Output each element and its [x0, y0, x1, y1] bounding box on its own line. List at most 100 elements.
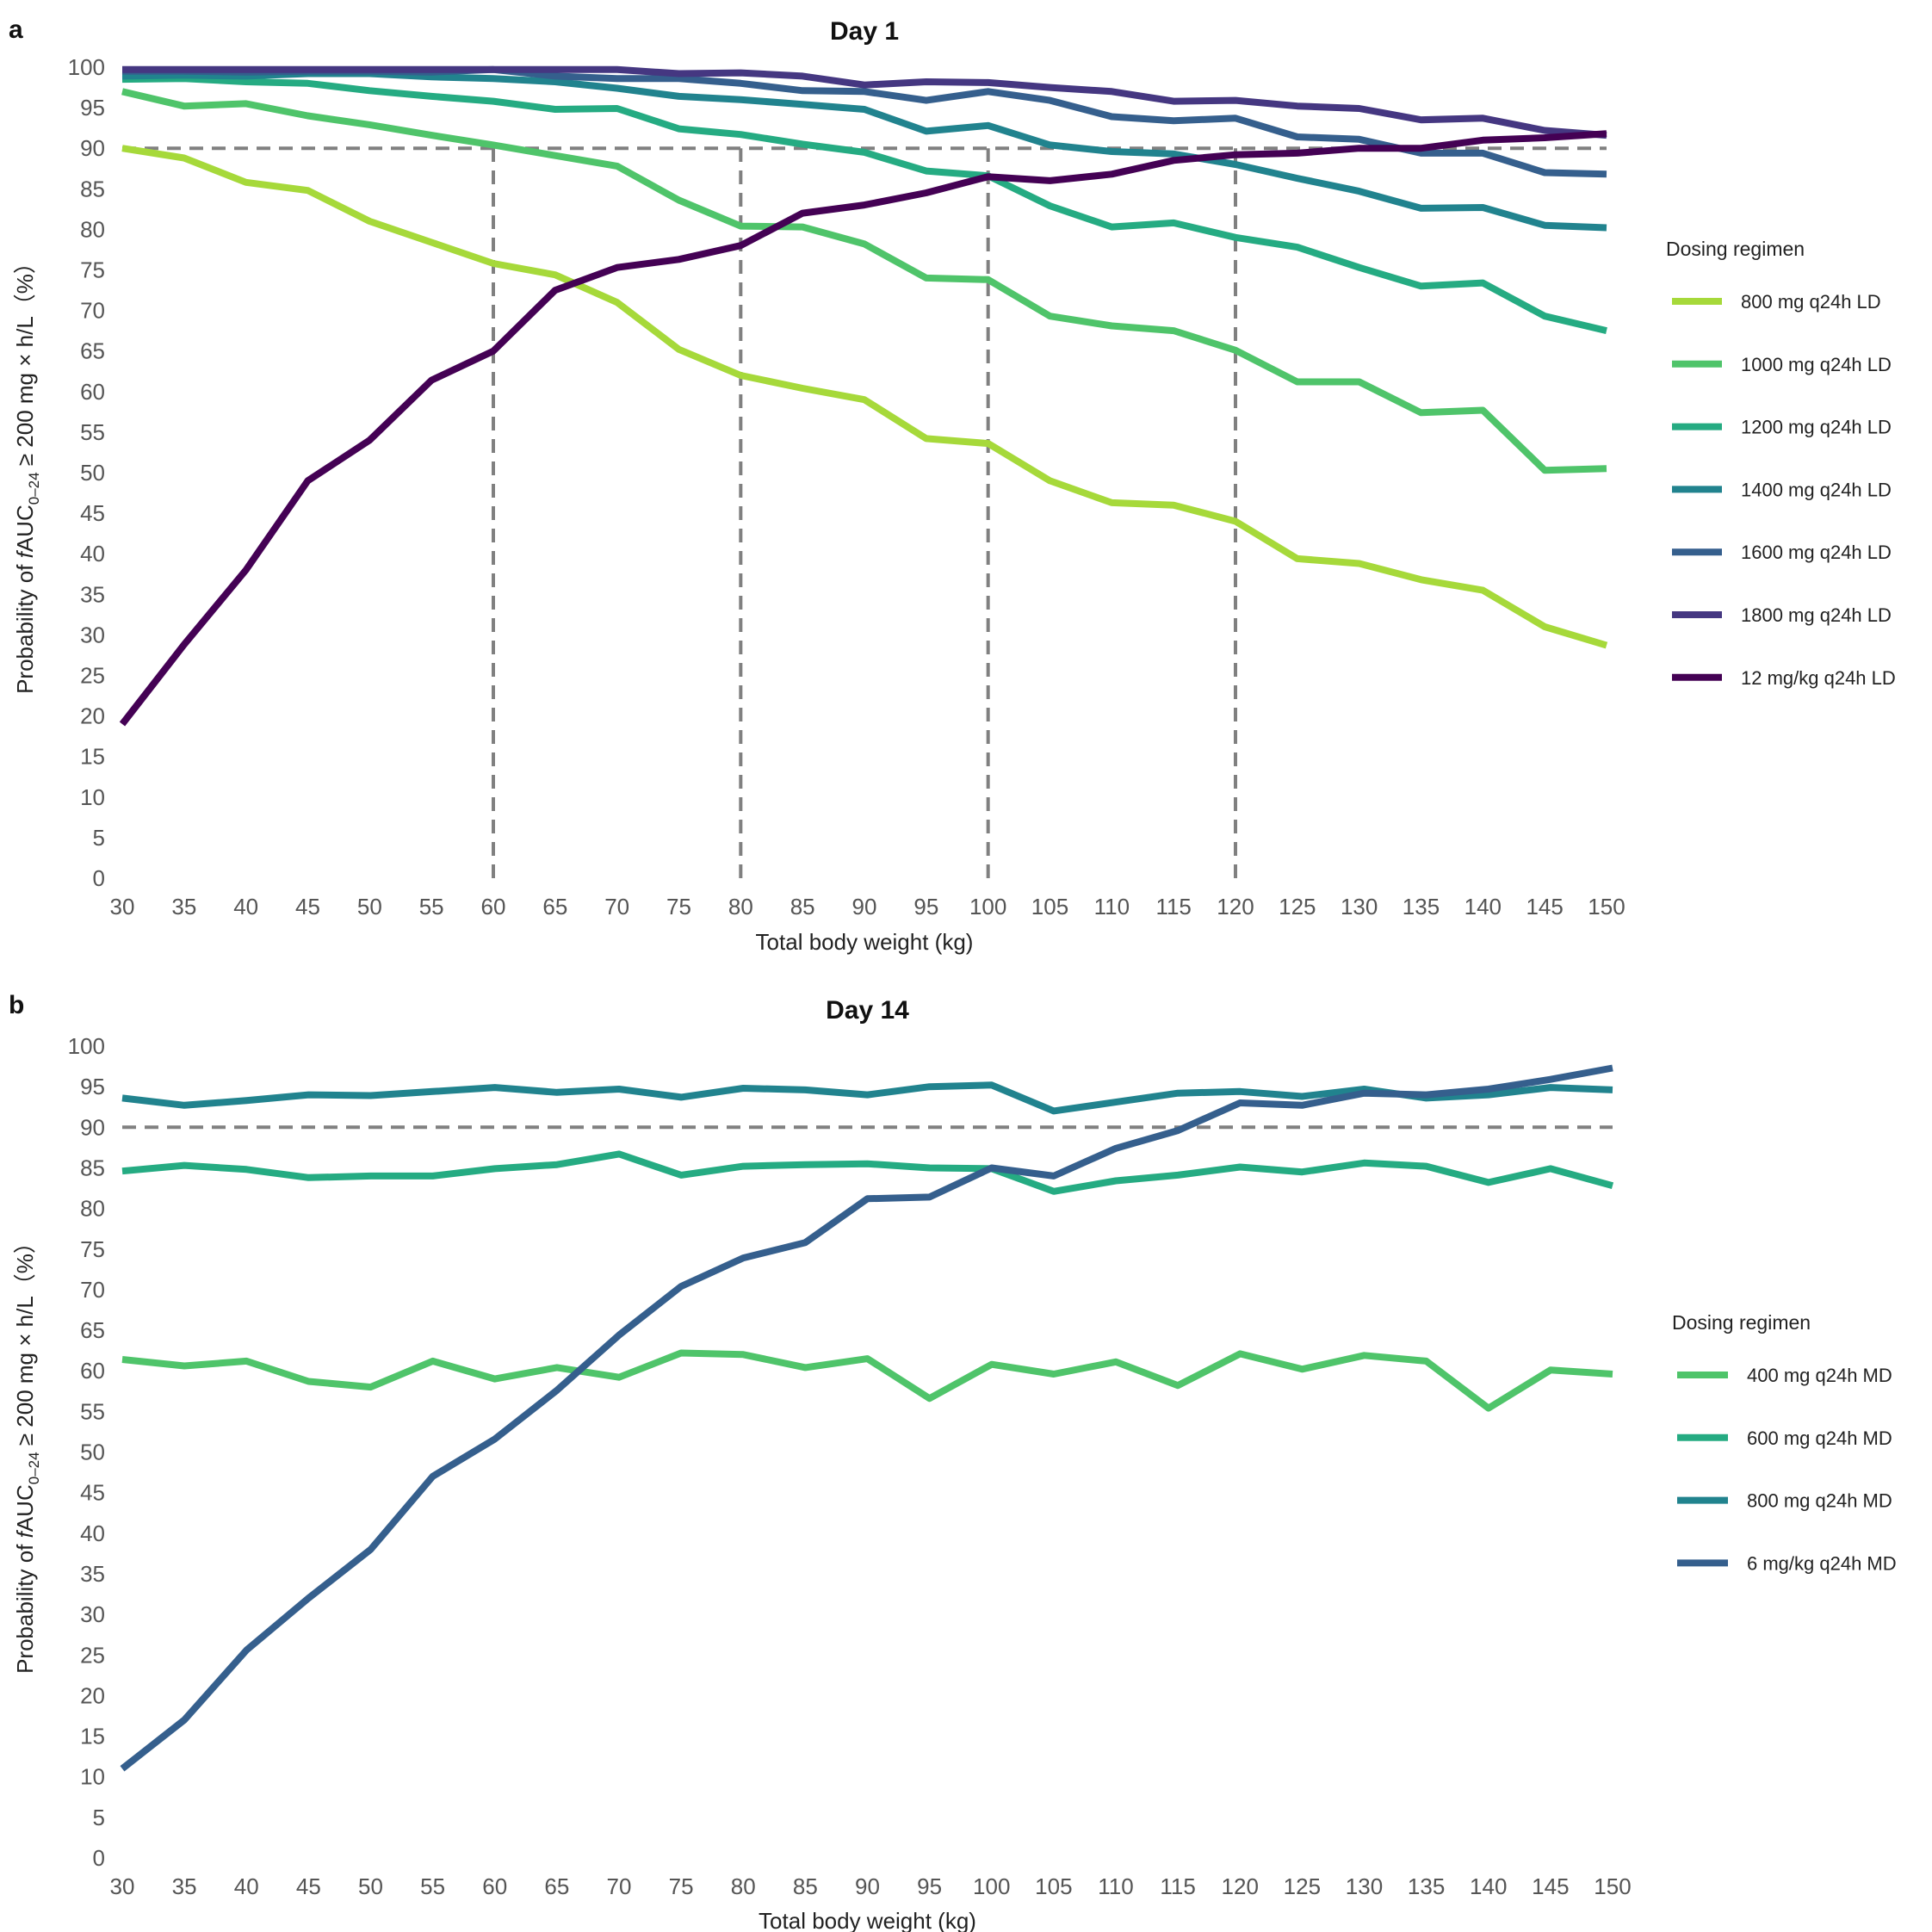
x-tick-label: 125: [1284, 1873, 1321, 1899]
y-tick-label: 90: [80, 1114, 105, 1140]
series-line: [121, 1349, 1613, 1412]
series-line: [119, 130, 1607, 727]
y-tick-label: 95: [80, 95, 105, 121]
y-tick-label: 65: [80, 1317, 105, 1343]
x-tick-label: 130: [1346, 1873, 1383, 1899]
x-tick-label: 120: [1222, 1873, 1259, 1899]
legend-label: 12 mg/kg q24h LD: [1741, 667, 1896, 689]
x-tick-label: 60: [482, 1873, 507, 1899]
legend: Dosing regimen 800 mg q24h LD 1000 mg q24h…: [1666, 238, 1896, 689]
x-tick-label: 45: [295, 894, 320, 920]
y-tick-label: 75: [80, 257, 105, 283]
y-tick-label: 45: [80, 500, 105, 526]
legend-label: 400 mg q24h MD: [1747, 1365, 1892, 1386]
y-tick-label: 10: [80, 784, 105, 810]
x-tick-label: 75: [669, 1873, 694, 1899]
x-tick-label: 35: [172, 1873, 197, 1899]
x-tick-label: 40: [234, 1873, 259, 1899]
x-tick-label: 105: [1031, 894, 1068, 920]
y-tick-label: 55: [80, 1398, 105, 1424]
legend-title: Dosing regimen: [1666, 238, 1805, 260]
x-tick-label: 120: [1217, 894, 1254, 920]
y-tick-label: 45: [80, 1480, 105, 1506]
y-tick-label: 65: [80, 338, 105, 364]
chart-title: Day 1: [830, 17, 899, 46]
y-tick-label: 15: [80, 1724, 105, 1749]
x-tick-label: 85: [793, 1873, 818, 1899]
y-tick-label: 80: [80, 1196, 105, 1222]
x-tick-label: 100: [969, 894, 1006, 920]
x-tick-label: 55: [420, 1873, 445, 1899]
legend-label: 6 mg/kg q24h MD: [1747, 1552, 1897, 1574]
x-axis-title: Total body weight (kg): [756, 929, 974, 955]
y-tick-label: 0: [93, 865, 105, 891]
x-tick-label: 150: [1588, 894, 1625, 920]
x-tick-label: 30: [110, 1873, 135, 1899]
y-tick-label: 5: [93, 825, 105, 851]
x-tick-label: 135: [1408, 1873, 1445, 1899]
x-tick-label: 145: [1532, 1873, 1569, 1899]
legend-label: 1600 mg q24h LD: [1741, 542, 1892, 563]
legend-label: 1000 mg q24h LD: [1741, 354, 1892, 375]
series-line: [121, 1081, 1613, 1115]
x-tick-label: 50: [357, 894, 382, 920]
legend-label: 1200 mg q24h LD: [1741, 417, 1892, 438]
series-line: [121, 145, 1608, 649]
y-tick-label: 70: [80, 298, 105, 324]
y-tick-label: 5: [93, 1805, 105, 1830]
y-tick-label: 70: [80, 1277, 105, 1303]
x-tick-label: 70: [607, 1873, 632, 1899]
y-tick-label: 30: [80, 1601, 105, 1627]
y-tick-label: 10: [80, 1764, 105, 1790]
y-tick-label: 85: [80, 1155, 105, 1180]
y-tick-label: 0: [93, 1845, 105, 1871]
x-tick-label: 130: [1341, 894, 1378, 920]
y-tick-label: 40: [80, 541, 105, 567]
chart-panel-b: b Day 14 0 5 10 15 20 25 30 35 40 45 50 55 60 65 70 75 80 8…: [9, 991, 1897, 1932]
x-axis-title: Total body weight (kg): [759, 1908, 976, 1932]
series-line: [120, 1064, 1613, 1772]
x-tick-label: 75: [666, 894, 691, 920]
x-tick-label: 40: [233, 894, 258, 920]
y-tick-label: 35: [80, 581, 105, 607]
y-tick-label: 55: [80, 419, 105, 445]
x-tick-label: 150: [1594, 1873, 1631, 1899]
x-tick-label: 90: [855, 1873, 880, 1899]
x-tick-label: 95: [917, 1873, 942, 1899]
legend-label: 1800 mg q24h LD: [1741, 604, 1892, 626]
chart-title: Day 14: [826, 996, 909, 1025]
legend: Dosing regimen 400 mg q24h MD 600 mg q24h …: [1672, 1311, 1897, 1574]
x-tick-label: 50: [358, 1873, 383, 1899]
legend-label: 800 mg q24h LD: [1741, 291, 1881, 313]
x-tick-label: 115: [1160, 1873, 1195, 1899]
x-tick-label: 100: [973, 1873, 1010, 1899]
x-tick-label: 95: [913, 894, 938, 920]
x-tick-label: 60: [481, 894, 506, 920]
x-tick-label: 45: [296, 1873, 321, 1899]
x-tick-label: 90: [852, 894, 877, 920]
panel-letter: a: [9, 15, 23, 44]
x-tick-label: 80: [731, 1873, 756, 1899]
legend-label: 800 mg q24h MD: [1747, 1490, 1892, 1512]
y-tick-label: 60: [80, 1358, 105, 1384]
y-tick-label: 75: [80, 1236, 105, 1262]
x-tick-label: 30: [110, 894, 135, 920]
x-tick-label: 85: [790, 894, 815, 920]
y-axis-title: Probability of fAUC0–24 ≥ 200 mg × h/L（%…: [12, 251, 42, 694]
x-tick-label: 125: [1279, 894, 1316, 920]
y-tick-label: 90: [80, 135, 105, 161]
x-tick-label: 70: [604, 894, 629, 920]
x-tick-label: 80: [728, 894, 753, 920]
series-line: [121, 75, 1607, 334]
y-tick-label: 30: [80, 622, 105, 647]
legend-title: Dosing regimen: [1672, 1311, 1811, 1334]
x-tick-label: 135: [1403, 894, 1440, 920]
x-tick-label: 140: [1470, 1873, 1507, 1899]
panel-letter: b: [9, 991, 24, 1019]
y-tick-label: 100: [68, 54, 105, 80]
series-line: [121, 88, 1607, 474]
x-tick-label: 105: [1035, 1873, 1072, 1899]
series-line: [122, 65, 1607, 139]
legend-label: 1400 mg q24h LD: [1741, 479, 1892, 500]
